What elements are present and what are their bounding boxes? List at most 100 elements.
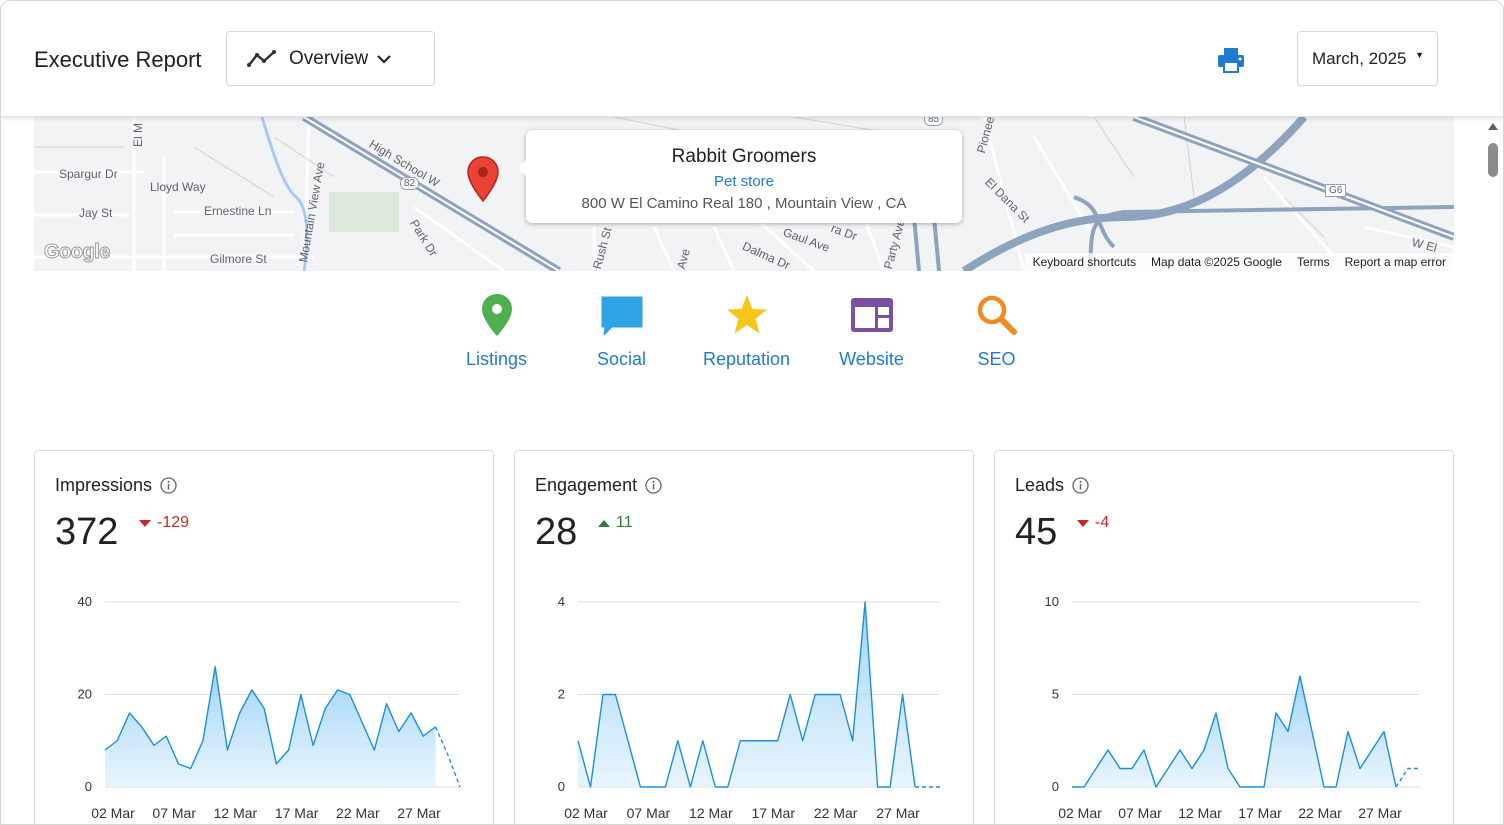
star-icon <box>726 295 767 334</box>
leads-chart: 0 5 10 02 Mar 07 Mar 12 Mar 17 Mar 22 Mar 27 Mar <box>1045 594 1420 821</box>
map-street-label: Ernestine Ln <box>204 204 272 218</box>
x-tick-label: 02 Mar <box>1058 805 1102 821</box>
metric-value: 372 <box>55 511 119 553</box>
x-tick-label: 27 Mar <box>397 805 441 821</box>
y-tick-label: 0 <box>1052 779 1059 794</box>
view-selector[interactable]: Overview <box>226 31 435 86</box>
x-tick-label: 22 Mar <box>1298 805 1342 821</box>
report-header: Executive Report Overview Ma <box>1 1 1503 117</box>
print-button[interactable] <box>1216 45 1246 75</box>
printer-icon <box>1218 48 1244 73</box>
metric-delta: -4 <box>1077 514 1109 532</box>
page-scrollbar[interactable] <box>1486 117 1500 824</box>
report-map-error-link[interactable]: Report a map error <box>1344 255 1446 269</box>
leads-card: Leads 45 -4 0 5 10 02 Mar 07 Mar 12 Mar 17 Mar… <box>994 450 1454 824</box>
metric-value: 45 <box>1015 511 1058 553</box>
map-street-label: El M <box>131 123 145 147</box>
map-data-credit: Map data ©2025 Google <box>1151 255 1282 269</box>
highway-shield-85: 85 <box>924 117 944 126</box>
impressions-chart: 0 20 40 02 Mar 07 Mar 12 Mar 17 Mar 22 Mar 27 Ma… <box>78 594 461 821</box>
card-title: Impressions <box>55 475 177 496</box>
map-street-label: Lloyd Way <box>150 180 206 194</box>
nav-label: Social <box>596 349 647 369</box>
nav-label: Reputation <box>702 349 791 369</box>
impressions-card: Impressions 372 -129 0 20 40 02 Mar 07 Mar 12… <box>34 450 494 824</box>
map-street-label: Spargur Dr <box>59 167 118 181</box>
info-icon[interactable] <box>645 477 662 494</box>
y-tick-label: 40 <box>78 594 92 609</box>
arrow-down-icon <box>1077 519 1089 527</box>
series-area <box>578 602 916 787</box>
y-tick-label: 10 <box>1045 594 1059 609</box>
map-pin-icon <box>467 156 499 203</box>
metric-delta: -129 <box>139 514 189 532</box>
business-category[interactable]: Pet store <box>713 173 775 190</box>
x-tick-label: 07 Mar <box>627 805 671 821</box>
card-title: Engagement <box>535 475 662 496</box>
info-icon[interactable] <box>160 477 177 494</box>
map-street-label: Gilmore St <box>210 252 267 266</box>
date-selector-value: March, 2025 <box>1312 48 1407 68</box>
trend-line-icon <box>247 49 276 67</box>
map-roads <box>34 117 1454 271</box>
highway-shield-g6: G6 <box>1325 184 1347 197</box>
nav-label: Website <box>839 349 904 369</box>
x-tick-label: 27 Mar <box>876 805 920 821</box>
magnifier-icon <box>977 295 1017 335</box>
nav-item-listings[interactable]: Listings <box>434 291 559 370</box>
x-tick-label: 02 Mar <box>564 805 608 821</box>
nav-item-website[interactable]: Website <box>809 291 934 370</box>
nav-item-seo[interactable]: SEO <box>934 291 1059 370</box>
series-line <box>577 601 916 788</box>
location-pin-icon <box>481 294 512 336</box>
metric-value: 28 <box>535 511 578 553</box>
y-tick-label: 4 <box>558 594 565 609</box>
map-footer: Keyboard shortcuts Map data ©2025 Google… <box>1024 253 1454 271</box>
x-tick-label: 17 Mar <box>275 805 319 821</box>
nav-label: Listings <box>465 349 528 369</box>
x-tick-label: 12 Mar <box>1178 805 1222 821</box>
series-line <box>1072 675 1397 788</box>
nav-item-reputation[interactable]: Reputation <box>684 291 809 370</box>
projected-line <box>1395 767 1420 788</box>
date-selector[interactable]: March, 2025 ▼ <box>1297 31 1438 86</box>
scroll-thumb[interactable] <box>1488 143 1498 177</box>
projected-line <box>434 726 461 788</box>
business-name: Rabbit Groomers <box>671 146 817 167</box>
x-tick-label: 22 Mar <box>336 805 380 821</box>
x-tick-label: 17 Mar <box>751 805 795 821</box>
engagement-card: Engagement 28 11 0 2 4 02 Mar 07 Mar 12 Mar 17… <box>514 450 974 824</box>
highway-shield-82: 82 <box>400 177 420 190</box>
card-title-text: Impressions <box>55 475 153 495</box>
y-tick-label: 0 <box>85 779 92 794</box>
keyboard-shortcuts-link[interactable]: Keyboard shortcuts <box>1032 255 1137 269</box>
scroll-up-arrow-icon[interactable] <box>1488 123 1498 130</box>
browser-window-icon <box>850 298 893 332</box>
page-title: Executive Report <box>34 47 202 72</box>
x-tick-label: 27 Mar <box>1358 805 1402 821</box>
business-address: 800 W El Camino Real 180 , Mountain View… <box>581 195 907 212</box>
chat-bubble-icon <box>601 296 642 336</box>
map-terms-link[interactable]: Terms <box>1296 255 1330 269</box>
section-nav: Listings Social Reputation <box>434 291 1059 370</box>
chevron-down-icon <box>377 54 391 64</box>
google-logo: Google <box>44 241 111 264</box>
x-tick-label: 07 Mar <box>1118 805 1162 821</box>
card-title-text: Leads <box>1015 475 1065 495</box>
arrow-down-icon <box>139 519 151 527</box>
caret-down-icon: ▼ <box>1415 50 1424 60</box>
y-tick-label: 2 <box>558 687 565 702</box>
series-area <box>105 666 436 787</box>
nav-item-social[interactable]: Social <box>559 291 684 370</box>
y-tick-label: 0 <box>558 779 565 794</box>
map-street-label: Jay St <box>79 206 113 220</box>
map-marker[interactable] <box>466 155 500 208</box>
engagement-chart: 0 2 4 02 Mar 07 Mar 12 Mar 17 Mar 22 Mar 27 Mar <box>558 594 940 821</box>
x-tick-label: 12 Mar <box>214 805 258 821</box>
info-icon[interactable] <box>1072 477 1089 494</box>
map-info-window: Rabbit Groomers Pet store 800 W El Camin… <box>518 130 962 223</box>
arrow-up-icon <box>598 519 610 527</box>
business-map[interactable]: Spargur Dr Lloyd Way Jay St Ernestine Ln… <box>34 117 1454 271</box>
y-tick-label: 5 <box>1052 687 1059 702</box>
